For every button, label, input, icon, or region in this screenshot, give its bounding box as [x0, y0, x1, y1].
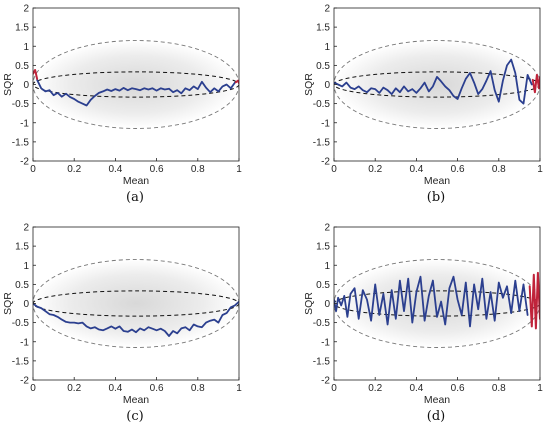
x-tick-label: 1: [236, 383, 242, 394]
y-tick-label: 0: [23, 299, 29, 310]
x-tick-label: 0.8: [191, 383, 205, 394]
y-tick-label: 1.5: [316, 23, 330, 34]
x-tick-label: 0.8: [492, 164, 506, 175]
x-tick-label: 0: [331, 383, 337, 394]
outer-ellipse: [33, 259, 239, 348]
panel-b: 0 0.2 0.4 0.6 0.8 1 2 1.5 1 0.5 0 -0.5 -1 -1.5 -2 Mean S…: [303, 4, 543, 206]
y-tick-label: 2: [23, 223, 29, 234]
y-tick-label: -0.5: [313, 318, 331, 329]
y-tick-label: -0.5: [12, 99, 30, 110]
y-tick-label: 0: [324, 299, 330, 310]
y-tick-label: 2: [324, 223, 330, 234]
y-tick-label: -0.5: [12, 318, 30, 329]
series-line: [531, 73, 540, 94]
y-tick-label: 1: [324, 42, 330, 53]
x-tick-label: 0.6: [451, 164, 465, 175]
panel-a: 0 0.2 0.4 0.6 0.8 1 2 1.5 1 0.5 0 -0.5 -1 -1.5 -2 Mean S…: [2, 4, 242, 206]
y-tick-label: -2: [20, 157, 29, 168]
y-tick-label: 0: [324, 80, 330, 91]
x-tick-label: 0: [30, 383, 36, 394]
y-axis-label: SQR: [303, 73, 315, 96]
series-line: [334, 58, 533, 105]
x-tick-label: 0.4: [409, 164, 423, 175]
y-tick-label: 1: [23, 261, 29, 272]
series-line: [334, 275, 529, 328]
outer-ellipse: [33, 40, 239, 129]
x-tick-label: 0.4: [108, 164, 122, 175]
x-tick-label: 1: [236, 164, 242, 175]
series-line: [36, 79, 236, 107]
y-tick-label: 1.5: [15, 242, 29, 253]
x-tick-label: 0.2: [368, 164, 382, 175]
y-tick-label: 2: [23, 4, 29, 15]
y-axis-label: SQR: [2, 292, 14, 315]
y-tick-label: 2: [324, 4, 330, 15]
y-tick-label: -2: [321, 376, 330, 387]
x-tick-label: 0.6: [150, 383, 164, 394]
x-tick-label: 0.4: [108, 383, 122, 394]
x-tick-label: 0.2: [67, 164, 81, 175]
panel-caption: (b): [427, 190, 445, 205]
series-line: [33, 300, 239, 337]
y-tick-label: 1: [324, 261, 330, 272]
y-tick-label: 1: [23, 42, 29, 53]
x-axis-label: Mean: [424, 175, 450, 187]
x-tick-label: 0.8: [191, 164, 205, 175]
y-tick-label: 0.5: [316, 280, 330, 291]
plot-area: [33, 40, 239, 129]
panel-d: 0 0.2 0.4 0.6 0.8 1 2 1.5 1 0.5 0 -0.5 -1 -1.5 -2 Mean S…: [303, 223, 543, 425]
series-line: [33, 69, 39, 80]
y-tick-label: -1: [20, 337, 29, 348]
y-tick-label: -1: [321, 337, 330, 348]
x-axis-label: Mean: [424, 394, 450, 406]
x-tick-label: 0: [331, 164, 337, 175]
x-tick-label: 1: [537, 164, 543, 175]
x-tick-label: 0.6: [451, 383, 465, 394]
x-axis-label: Mean: [123, 175, 149, 187]
panel-caption: (a): [126, 190, 144, 205]
plot-area: [33, 259, 239, 348]
y-tick-label: 1.5: [316, 242, 330, 253]
x-tick-label: 0.4: [409, 383, 423, 394]
y-tick-label: -1.5: [12, 356, 30, 367]
panel-c: 0 0.2 0.4 0.6 0.8 1 2 1.5 1 0.5 0 -0.5 -1 -1.5 -2 Mean S…: [2, 223, 242, 425]
x-tick-label: 0.6: [150, 164, 164, 175]
outer-ellipse: [334, 259, 540, 348]
y-tick-label: -2: [321, 157, 330, 168]
x-tick-label: 0: [30, 164, 36, 175]
y-tick-label: 0: [23, 80, 29, 91]
plot-area: [334, 259, 540, 348]
x-tick-label: 0.8: [492, 383, 506, 394]
y-tick-label: -1.5: [313, 137, 331, 148]
y-axis-label: SQR: [303, 292, 315, 315]
inner-ellipse: [33, 290, 239, 317]
x-tick-label: 1: [537, 383, 543, 394]
y-tick-label: 0.5: [15, 280, 29, 291]
panel-caption: (d): [427, 409, 445, 424]
x-tick-label: 0.2: [368, 383, 382, 394]
y-tick-label: -0.5: [313, 99, 331, 110]
series-line: [528, 271, 540, 330]
panel-caption: (c): [126, 409, 143, 424]
y-tick-label: 0.5: [316, 61, 330, 72]
y-tick-label: -2: [20, 376, 29, 387]
y-axis-label: SQR: [2, 73, 14, 96]
inner-ellipse: [33, 71, 239, 98]
y-tick-label: -1: [321, 118, 330, 129]
outer-ellipse: [334, 40, 540, 129]
y-tick-label: -1.5: [313, 356, 331, 367]
plot-area: [334, 40, 540, 129]
x-tick-label: 0.2: [67, 383, 81, 394]
y-tick-label: 0.5: [15, 61, 29, 72]
y-tick-label: -1: [20, 118, 29, 129]
y-tick-label: -1.5: [12, 137, 30, 148]
inner-ellipse: [334, 71, 540, 98]
y-tick-label: 1.5: [15, 23, 29, 34]
x-axis-label: Mean: [123, 394, 149, 406]
